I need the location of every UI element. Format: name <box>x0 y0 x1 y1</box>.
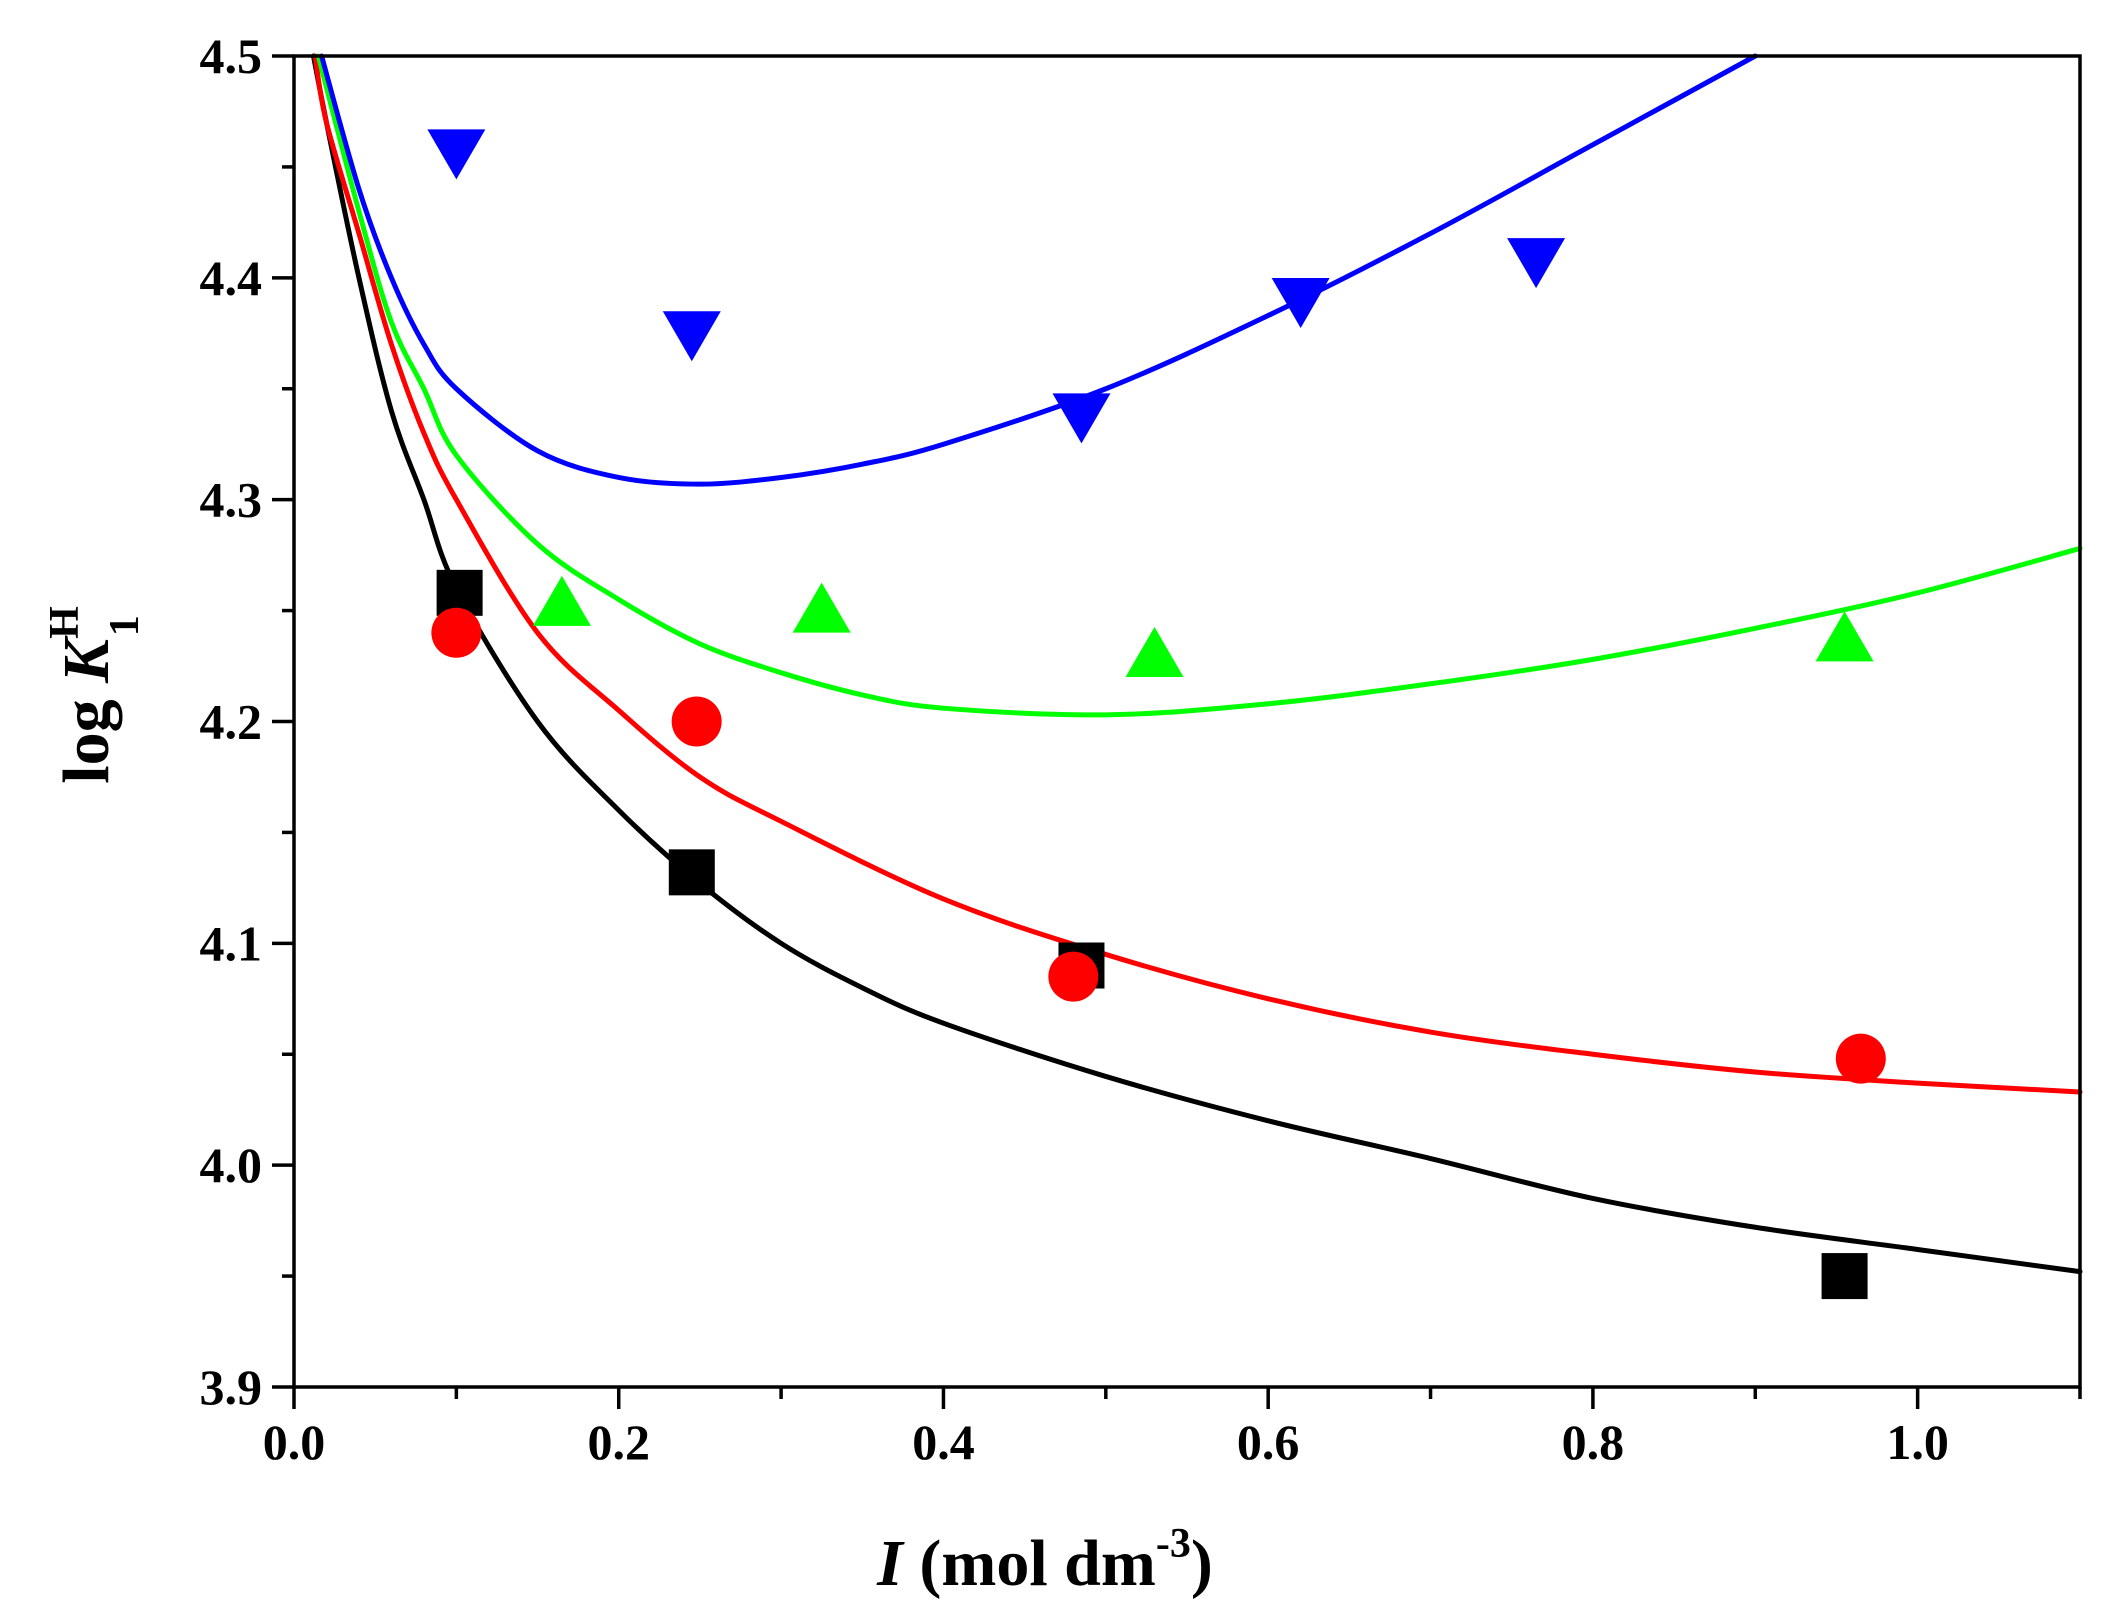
y-tick-label: 4.0 <box>200 1137 263 1193</box>
data-point-triangle-down <box>1052 393 1111 444</box>
data-point-triangle-up <box>532 575 591 626</box>
data-point-triangle-down <box>1271 278 1330 329</box>
x-tick-label: 0.4 <box>912 1414 975 1470</box>
x-tick-label: 1.0 <box>1886 1414 1949 1470</box>
data-point-triangle-down <box>662 311 721 362</box>
y-tick-label: 4.3 <box>200 472 263 528</box>
plot-frame <box>292 54 2082 1389</box>
fit-curve-circle <box>312 53 2083 1095</box>
x-tick-label: 0.2 <box>587 1414 650 1470</box>
data-point-square <box>668 849 715 896</box>
y-tick-label: 3.9 <box>200 1359 263 1415</box>
fit-curves <box>310 53 2083 1275</box>
x-tick-label: 0.6 <box>1237 1414 1300 1470</box>
y-tick-label: 4.4 <box>200 250 263 306</box>
x-tick-label: 0.8 <box>1562 1414 1625 1470</box>
fit-curve-triangle-up <box>315 53 2083 718</box>
x-axis-title: I (mol dm-3) <box>876 1521 1213 1600</box>
data-point-triangle-up <box>792 582 851 633</box>
y-tick-label: 4.5 <box>200 28 263 84</box>
data-point-triangle-up <box>1125 626 1184 677</box>
data-point-circle <box>431 607 482 658</box>
fit-curve-triangle-down <box>319 53 1758 487</box>
data-point-circle <box>1048 951 1099 1002</box>
data-point-square <box>1821 1253 1868 1300</box>
fit-curve-square <box>310 53 2083 1275</box>
y-tick-label: 4.1 <box>200 915 263 971</box>
data-point-triangle-down <box>427 129 486 180</box>
data-point-triangle-down <box>1507 238 1566 289</box>
x-tick-label: 0.0 <box>263 1414 326 1470</box>
y-tick-label: 4.2 <box>200 694 263 750</box>
axes: 0.0 0.2 0.4 0.6 0.8 1.0 3.9 4.0 4.1 4.2 4.3 4.4 4.5 <box>200 28 2082 1470</box>
y-axis-title: log KH 1 <box>42 606 148 784</box>
data-point-triangle-up <box>1815 611 1874 662</box>
data-point-circle <box>671 696 722 747</box>
data-markers <box>427 129 1886 1300</box>
data-point-circle <box>1835 1033 1886 1084</box>
